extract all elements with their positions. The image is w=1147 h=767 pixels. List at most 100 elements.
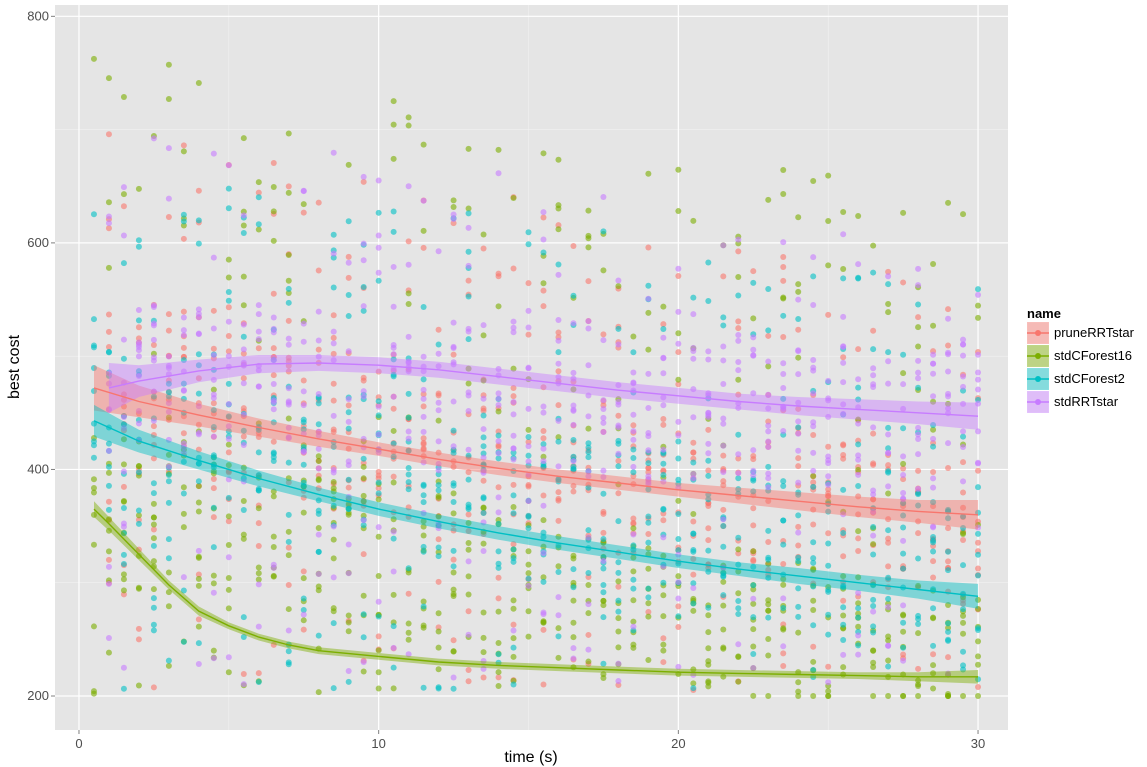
x-tick-label: 0 [75, 736, 82, 751]
data-point [360, 393, 367, 400]
data-point [795, 693, 802, 700]
data-point [120, 664, 127, 671]
data-point [675, 166, 682, 173]
data-point [570, 453, 577, 460]
data-point [270, 449, 277, 456]
data-point [900, 209, 907, 216]
data-point [150, 490, 157, 497]
data-point [510, 492, 517, 499]
data-point [315, 267, 322, 274]
data-point [645, 539, 652, 546]
data-point [360, 178, 367, 185]
data-point [855, 471, 862, 478]
data-point [285, 299, 292, 306]
data-point [630, 428, 637, 435]
data-point [480, 609, 487, 616]
data-point [195, 508, 202, 515]
data-point [630, 585, 637, 592]
data-point [555, 349, 562, 356]
data-point [660, 402, 667, 409]
data-point [300, 320, 307, 327]
data-point [525, 498, 532, 505]
data-point [495, 520, 502, 527]
data-point [960, 504, 967, 511]
data-point [525, 525, 532, 532]
data-point [975, 291, 982, 298]
data-point [810, 301, 817, 308]
data-point [120, 523, 127, 530]
data-point [690, 511, 697, 518]
data-point [240, 212, 247, 219]
data-point [330, 523, 337, 530]
data-point [780, 370, 787, 377]
data-point [810, 364, 817, 371]
data-point [660, 613, 667, 620]
data-point [390, 303, 397, 310]
data-point [465, 591, 472, 598]
data-point [270, 325, 277, 332]
data-point [375, 533, 382, 540]
data-point [660, 446, 667, 453]
data-point [120, 260, 127, 267]
data-point [615, 382, 622, 389]
data-point [255, 383, 262, 390]
data-point [645, 429, 652, 436]
data-point [945, 637, 952, 644]
data-point [510, 318, 517, 325]
data-point [300, 426, 307, 433]
data-point [645, 370, 652, 377]
data-point [510, 411, 517, 418]
data-point [225, 413, 232, 420]
data-point [195, 306, 202, 313]
legend-label: pruneRRTstar [1054, 325, 1135, 340]
data-point [555, 438, 562, 445]
data-point [105, 482, 112, 489]
data-point [690, 471, 697, 478]
data-point [255, 302, 262, 309]
data-point [570, 436, 577, 443]
data-point [765, 614, 772, 621]
data-point [630, 568, 637, 575]
data-point [630, 531, 637, 538]
data-point [495, 674, 502, 681]
data-point [330, 412, 337, 419]
data-point [615, 440, 622, 447]
data-point [255, 670, 262, 677]
data-point [420, 446, 427, 453]
data-point [285, 475, 292, 482]
data-point [780, 312, 787, 319]
data-point [570, 645, 577, 652]
data-point [885, 483, 892, 490]
data-point [570, 597, 577, 604]
data-point [855, 642, 862, 649]
data-point [105, 548, 112, 555]
data-point [300, 187, 307, 194]
data-point [360, 634, 367, 641]
data-point [675, 308, 682, 315]
data-point [945, 368, 952, 375]
data-point [495, 608, 502, 615]
data-point [735, 236, 742, 243]
data-point [180, 444, 187, 451]
data-point [285, 511, 292, 518]
data-point [405, 565, 412, 572]
data-point [255, 194, 262, 201]
data-point [690, 600, 697, 607]
data-point [105, 556, 112, 563]
data-point [195, 460, 202, 467]
data-point [915, 301, 922, 308]
data-point [240, 633, 247, 640]
data-point [630, 411, 637, 418]
data-point [660, 415, 667, 422]
data-point [930, 468, 937, 475]
data-point [870, 608, 877, 615]
data-point [345, 259, 352, 266]
data-point [690, 671, 697, 678]
data-point [915, 630, 922, 637]
data-point [615, 424, 622, 431]
data-point [525, 481, 532, 488]
data-point [345, 628, 352, 635]
data-point [315, 570, 322, 577]
data-point [735, 367, 742, 374]
data-point [735, 486, 742, 493]
